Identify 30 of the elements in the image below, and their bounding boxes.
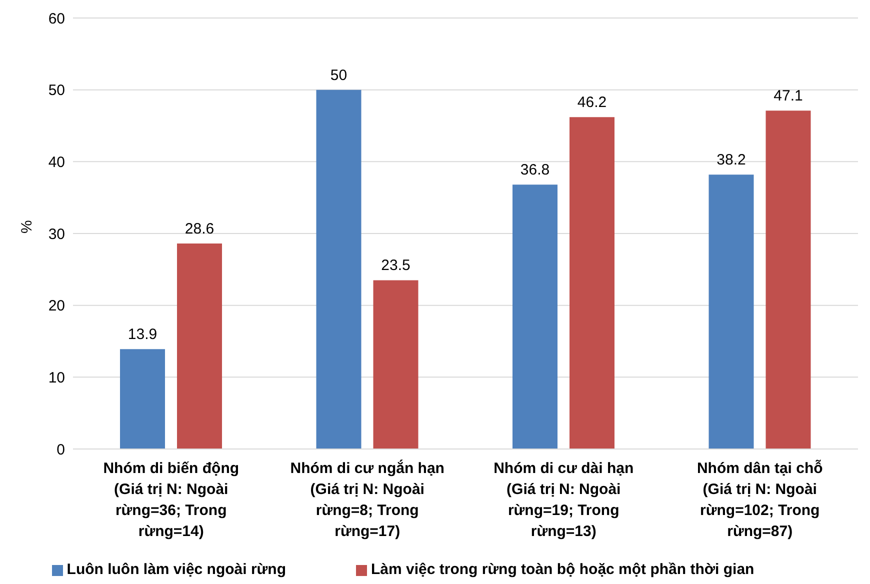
legend-label: Làm việc trong rừng toàn bộ hoặc một phần thời gian [371, 561, 754, 578]
x-tick-label: Nhóm di biến động (Giá trị N: Ngoài rừng=36; Trong rừng=14) [103, 460, 240, 540]
bar [512, 184, 558, 449]
y-tick-label: 50 [48, 82, 65, 100]
data-label: 23.5 [381, 257, 410, 274]
bar [766, 110, 811, 449]
y-tick-label: 40 [48, 154, 65, 171]
x-tick-label: Nhóm dân tại chỗ (Giá trị N: Ngoài rừng=102; Trong rừng=87) [696, 459, 823, 540]
data-label: 36.8 [520, 162, 550, 179]
x-tick-label: Nhóm di cư dài hạn (Giá trị N: Ngoài rừng=19; Trong rừng=13) [494, 460, 634, 540]
y-tick-label: 60 [48, 10, 65, 28]
legend-label: Luôn luôn làm việc ngoài rừng [66, 561, 286, 578]
y-tick-label: 30 [48, 226, 65, 243]
data-label: 13.9 [128, 326, 158, 344]
y-tick-label: 20 [48, 298, 65, 315]
data-label: 47.1 [774, 88, 803, 105]
bar [177, 244, 222, 449]
data-label: 50 [330, 66, 348, 84]
bar [373, 280, 418, 449]
data-label: 28.6 [184, 220, 214, 238]
bar [570, 117, 614, 449]
bar [120, 349, 165, 449]
bar [708, 174, 754, 449]
data-label: 46.2 [577, 94, 607, 112]
y-tick-label: 0 [56, 441, 65, 458]
y-tick-label: 10 [48, 369, 65, 386]
bar [316, 90, 362, 449]
y-axis-title: % [18, 220, 36, 234]
data-label: 38.2 [716, 152, 746, 169]
x-tick-label: Nhóm di cư ngắn hạn (Giá trị N: Ngoài rừng=8; Trong rừng=17) [290, 459, 444, 540]
